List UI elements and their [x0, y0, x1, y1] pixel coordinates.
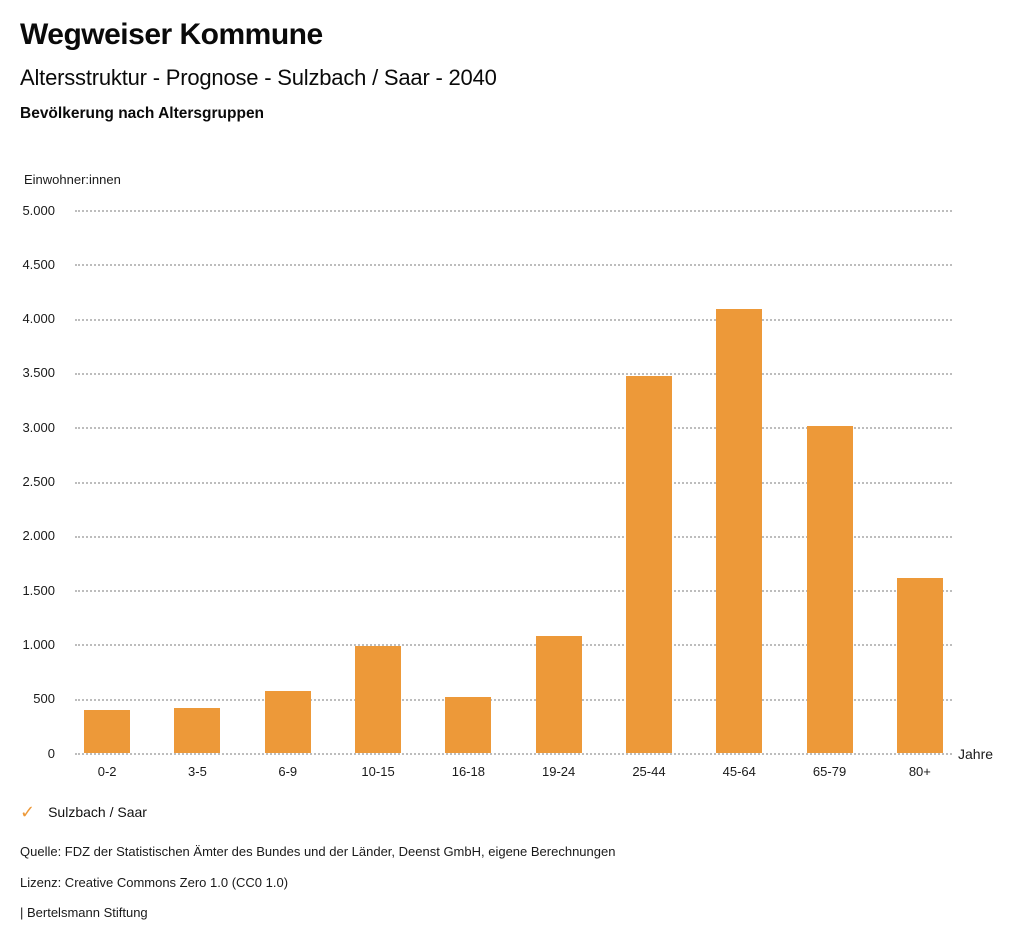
legend-label: Sulzbach / Saar [48, 804, 147, 820]
x-tick-80+: 80+ [908, 764, 931, 779]
gridline-2.500 [75, 481, 952, 484]
x-tick-25-44: 25-44 [632, 764, 666, 779]
bar-10-15[interactable] [355, 646, 402, 753]
gridline-5.000 [75, 210, 952, 212]
y-tick-1.500: 1.500 [22, 582, 55, 598]
x-tick-6-9: 6-9 [278, 764, 298, 779]
x-tick-10-15: 10-15 [361, 764, 395, 779]
page-title: Wegweiser Kommune [20, 18, 323, 51]
x-tick-3-5: 3-5 [188, 764, 207, 779]
gridline-3.000 [75, 427, 952, 430]
y-tick-4.000: 4.000 [22, 311, 55, 327]
attribution-text: | Bertelsmann Stiftung [20, 905, 148, 920]
bar-6-9[interactable] [264, 690, 311, 753]
y-tick-2.500: 2.500 [22, 474, 55, 489]
gridline-3.500 [75, 372, 952, 375]
gridline-2.000 [75, 535, 952, 538]
bar-65-79[interactable] [806, 426, 853, 753]
chart-subtitle: Altersstruktur - Prognose - Sulzbach / S… [20, 65, 497, 90]
y-tick-4.500: 4.500 [22, 256, 55, 272]
y-tick-2.000: 2.000 [22, 528, 55, 544]
bar-3-5[interactable] [174, 707, 221, 753]
check-icon: ✓ [20, 802, 36, 822]
y-tick-5.000: 5.000 [22, 202, 55, 218]
bar-16-18[interactable] [445, 696, 492, 753]
y-axis-title: Einwohner:innen [24, 172, 121, 187]
x-tick-45-64: 45-64 [722, 764, 756, 779]
gridline-4.000 [75, 318, 952, 321]
source-text: Quelle: FDZ der Statistischen Ämter des … [20, 844, 616, 859]
x-tick-0-2: 0-2 [97, 764, 117, 779]
chart-heading: Bevölkerung nach Altersgruppen [20, 105, 265, 122]
gridline-1.500 [75, 590, 952, 593]
license-text: Lizenz: Creative Commons Zero 1.0 (CC0 1… [20, 875, 289, 890]
bar-45-64[interactable] [716, 308, 763, 753]
y-tick-0: 0 [47, 745, 55, 761]
bar-80+[interactable] [896, 578, 943, 753]
legend-item-sulzbach-saar[interactable]: ✓ Sulzbach / Saar [20, 803, 147, 821]
bar-19-24[interactable] [535, 635, 582, 753]
gridline-4.500 [75, 264, 952, 267]
x-tick-65-79: 65-79 [812, 764, 847, 779]
bar-0-2[interactable] [84, 709, 131, 753]
y-tick-3.000: 3.000 [22, 419, 55, 435]
y-tick-3.500: 3.500 [22, 365, 55, 381]
x-tick-19-24: 19-24 [542, 764, 576, 779]
bar-25-44[interactable] [625, 376, 672, 753]
gridline-1.000 [75, 644, 952, 647]
x-axis-title: Jahre [958, 746, 994, 762]
y-tick-1.000: 1.000 [22, 636, 55, 652]
y-tick-500: 500 [33, 691, 55, 707]
gridline-0 [75, 753, 952, 755]
x-tick-16-18: 16-18 [451, 764, 485, 779]
gridline-500 [75, 698, 952, 701]
